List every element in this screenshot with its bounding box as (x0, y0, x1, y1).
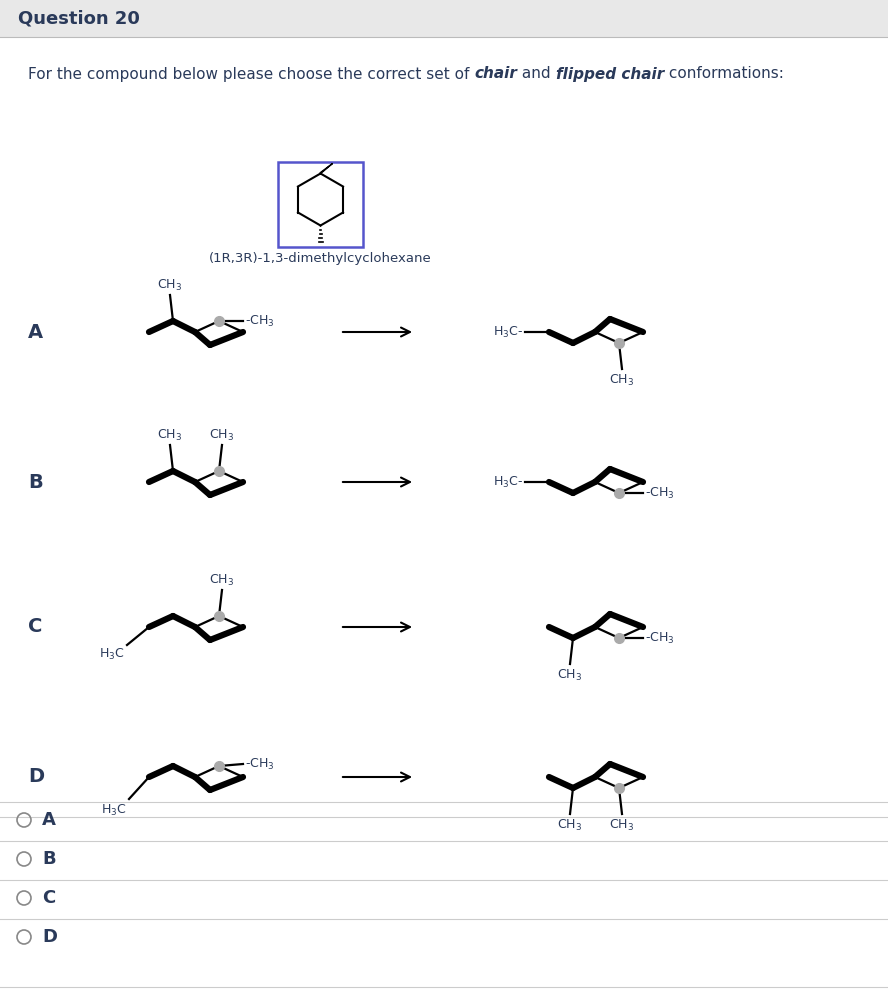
Text: CH$_3$: CH$_3$ (558, 668, 583, 683)
Text: A: A (42, 811, 56, 829)
Text: D: D (28, 768, 44, 787)
Text: and: and (517, 66, 556, 81)
Text: H$_3$C-: H$_3$C- (493, 324, 523, 339)
Text: C: C (42, 889, 55, 907)
Text: CH$_3$: CH$_3$ (609, 373, 635, 388)
Text: CH$_3$: CH$_3$ (609, 818, 635, 833)
Text: chair: chair (474, 66, 517, 81)
Text: CH$_3$: CH$_3$ (157, 428, 183, 443)
Text: -CH$_3$: -CH$_3$ (645, 631, 675, 646)
Text: D: D (42, 928, 57, 946)
Text: CH$_3$: CH$_3$ (210, 573, 234, 588)
Text: B: B (28, 472, 43, 491)
Polygon shape (320, 164, 332, 175)
Text: H$_3$C-: H$_3$C- (493, 474, 523, 489)
Text: (1R,3R)-1,3-dimethylcyclohexane: (1R,3R)-1,3-dimethylcyclohexane (210, 252, 432, 265)
Text: flipped chair: flipped chair (556, 66, 664, 81)
Bar (278, 162, 363, 247)
Text: C: C (28, 617, 43, 637)
Text: -CH$_3$: -CH$_3$ (245, 757, 274, 772)
Text: CH$_3$: CH$_3$ (157, 278, 183, 293)
Text: For the compound below please choose the correct set of: For the compound below please choose the… (28, 66, 474, 81)
Text: CH$_3$: CH$_3$ (558, 818, 583, 833)
Text: H$_3$C: H$_3$C (99, 647, 125, 662)
Text: -CH$_3$: -CH$_3$ (645, 485, 675, 501)
Text: H$_3$C: H$_3$C (101, 803, 127, 818)
Text: A: A (28, 322, 44, 341)
Text: CH$_3$: CH$_3$ (210, 428, 234, 443)
Text: B: B (42, 850, 56, 868)
Bar (0, 0, 888, 37)
Text: -CH$_3$: -CH$_3$ (245, 313, 274, 328)
Text: Question 20: Question 20 (18, 10, 140, 28)
Text: conformations:: conformations: (664, 66, 784, 81)
